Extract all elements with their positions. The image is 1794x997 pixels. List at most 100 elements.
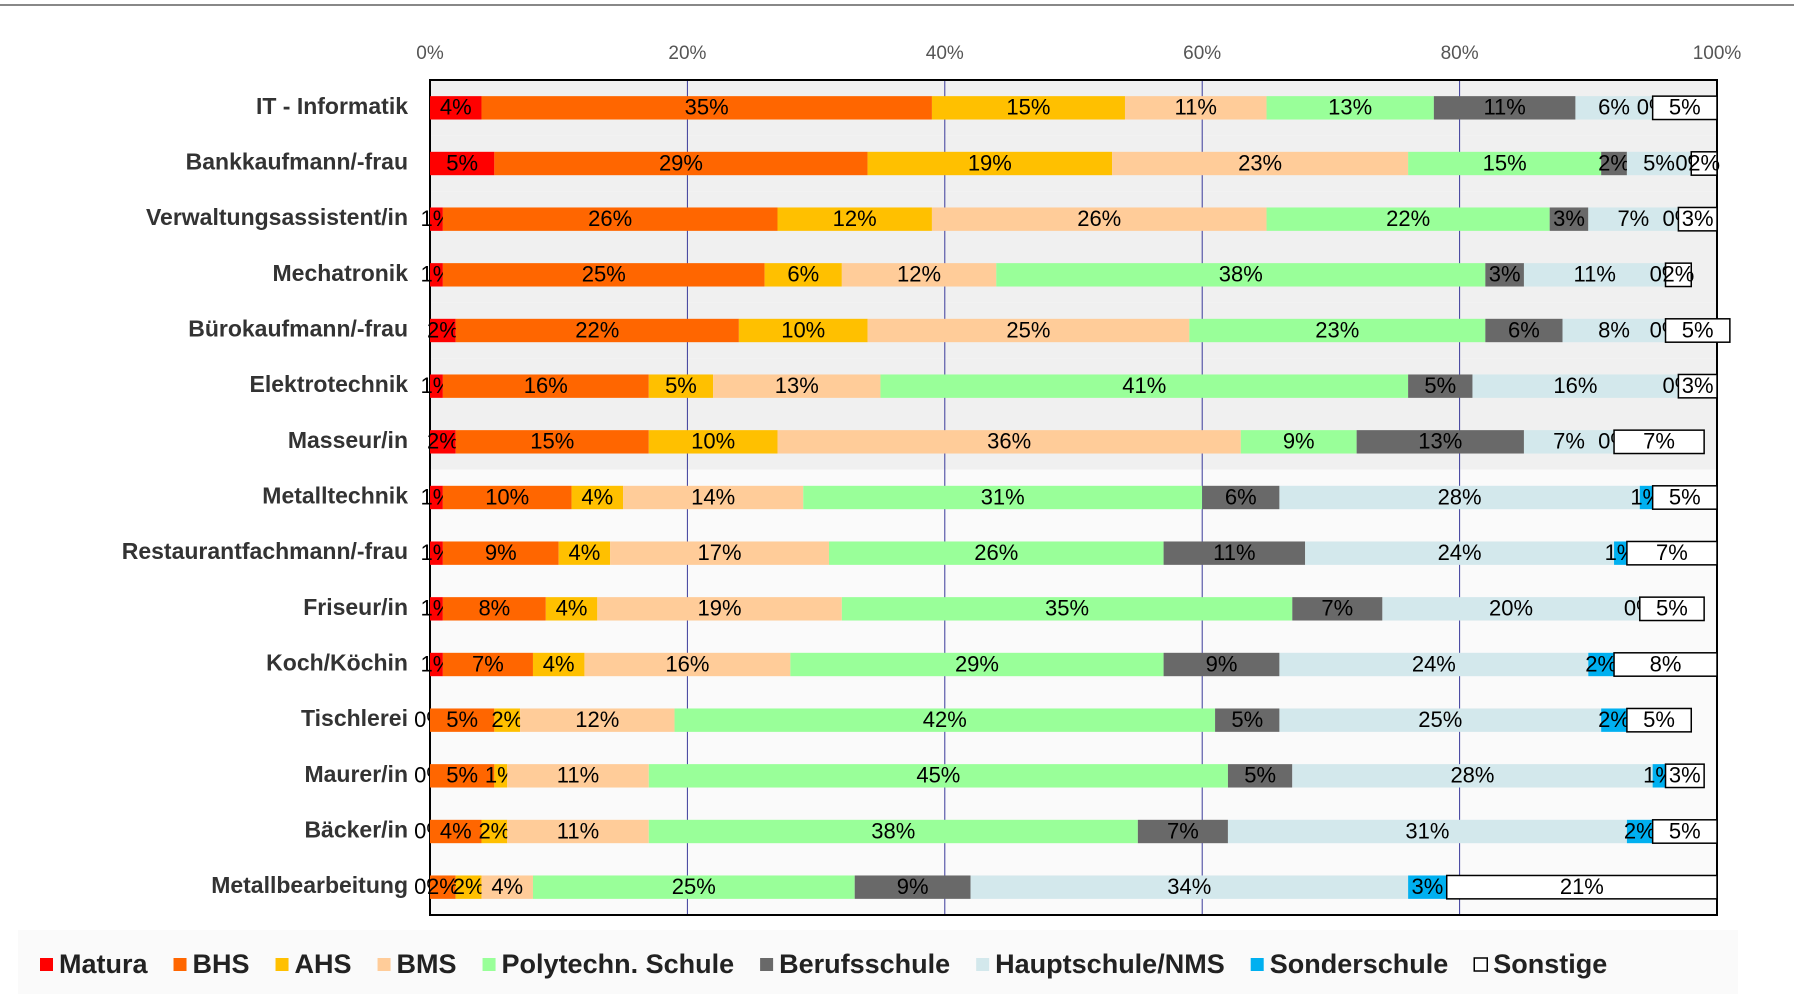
data-label: 7%: [1167, 818, 1199, 843]
bar-segment: [430, 151, 495, 176]
bar-segment: [996, 263, 1486, 287]
bar-segment: [430, 819, 482, 844]
data-label: 22%: [575, 317, 619, 342]
data-label: 31%: [981, 484, 1025, 509]
bar-segment: [507, 764, 649, 788]
bar-segment: [648, 374, 714, 398]
data-label: 2%: [1662, 262, 1694, 287]
bar-segment: [430, 263, 443, 287]
bar-segment: [1626, 540, 1718, 566]
data-label: 2%: [478, 818, 510, 843]
bar-segment: [1614, 541, 1627, 565]
bar-segment: [1651, 485, 1718, 510]
legend-swatch: [1250, 958, 1264, 971]
data-label: 41%: [1122, 373, 1166, 398]
data-label: 9%: [897, 874, 929, 899]
bar-segment: [1652, 764, 1666, 788]
bar-segment: [777, 207, 932, 231]
data-label: 11%: [1213, 540, 1255, 565]
x-tick-label: 100%: [1693, 43, 1742, 64]
data-label: 16%: [524, 373, 568, 398]
data-label: 7%: [472, 651, 504, 676]
data-label: 7%: [1321, 596, 1353, 621]
data-label: 28%: [1450, 763, 1494, 788]
data-label: 5%: [446, 707, 478, 732]
bar-segment: [455, 318, 739, 343]
bar-segment: [520, 708, 675, 732]
bar-segment: [1651, 95, 1718, 121]
bar-segment: [1664, 262, 1693, 288]
bar-segment: [442, 541, 559, 565]
data-label: 4%: [569, 540, 601, 565]
data-label: 28%: [1438, 484, 1482, 509]
x-tick-label: 80%: [1441, 43, 1479, 64]
bar-segment: [558, 541, 611, 565]
bar-segment: [1651, 819, 1718, 844]
data-label: 19%: [968, 150, 1012, 175]
bar-segment: [455, 430, 649, 454]
bar-segment: [1279, 485, 1640, 510]
bar-segment: [1601, 708, 1627, 732]
data-label: 3%: [1669, 763, 1701, 788]
data-label: 19%: [698, 596, 742, 621]
data-label: 25%: [1418, 707, 1462, 732]
bar-segment: [931, 207, 1267, 231]
data-label: 36%: [987, 429, 1031, 454]
data-label: 9%: [1283, 429, 1315, 454]
bar-segment: [1408, 151, 1602, 176]
data-label: 4%: [556, 596, 588, 621]
bar-segment: [494, 764, 508, 788]
category-label: Tischlerei: [301, 705, 408, 731]
data-label: 3%: [1682, 206, 1714, 231]
data-label: 9%: [485, 540, 517, 565]
data-label: 12%: [897, 262, 941, 287]
data-label: 8%: [1598, 317, 1630, 342]
data-label: 15%: [1006, 95, 1050, 120]
bar-segment: [1433, 96, 1576, 120]
bar-segment: [1266, 96, 1434, 120]
data-label: 3%: [1553, 206, 1585, 231]
bar-segment: [1677, 206, 1718, 232]
data-label: 2%: [453, 874, 485, 899]
bar-segment: [1485, 263, 1524, 287]
bar-segment: [1664, 763, 1705, 789]
data-label: 2%: [427, 874, 459, 899]
bar-segment: [1227, 819, 1627, 844]
bar-segment: [597, 597, 842, 621]
data-label: 24%: [1412, 651, 1456, 676]
bar-segment: [970, 875, 1409, 899]
category-label: Bäcker/in: [304, 817, 408, 843]
bar-segment: [738, 318, 868, 343]
bar-segment: [1137, 819, 1228, 844]
data-label: 11%: [1175, 95, 1217, 120]
data-label: 6%: [1225, 484, 1257, 509]
data-label: 10%: [485, 484, 529, 509]
bar-segment: [532, 652, 585, 677]
bar-segment: [777, 430, 1241, 454]
x-tick-label: 60%: [1183, 43, 1221, 64]
bar-segment: [648, 819, 1138, 844]
bar-segment: [648, 764, 1228, 788]
data-label: 5%: [1669, 818, 1701, 843]
bar-segment: [1408, 374, 1473, 398]
category-label: Maurer/in: [304, 761, 408, 787]
legend-swatch: [275, 958, 289, 971]
data-label: 2%: [1624, 818, 1656, 843]
bar-segment: [1408, 875, 1447, 899]
bar-segment: [1112, 151, 1409, 176]
data-label: 2%: [1585, 651, 1617, 676]
legend-swatch: [173, 958, 187, 971]
bar-segment: [1639, 596, 1705, 622]
bar-segment: [1601, 151, 1627, 176]
bar-segment: [545, 597, 598, 621]
bar-segment: [430, 485, 443, 510]
data-label: 2%: [1598, 150, 1630, 175]
bar-segment: [1549, 207, 1589, 231]
bar-segment: [442, 374, 649, 398]
x-tick-label: 0%: [416, 43, 444, 64]
legend-swatch: [976, 958, 990, 971]
bar-segment: [481, 875, 533, 899]
bar-segment: [584, 652, 791, 677]
bar-segment: [532, 875, 855, 899]
data-label: 35%: [1045, 596, 1089, 621]
